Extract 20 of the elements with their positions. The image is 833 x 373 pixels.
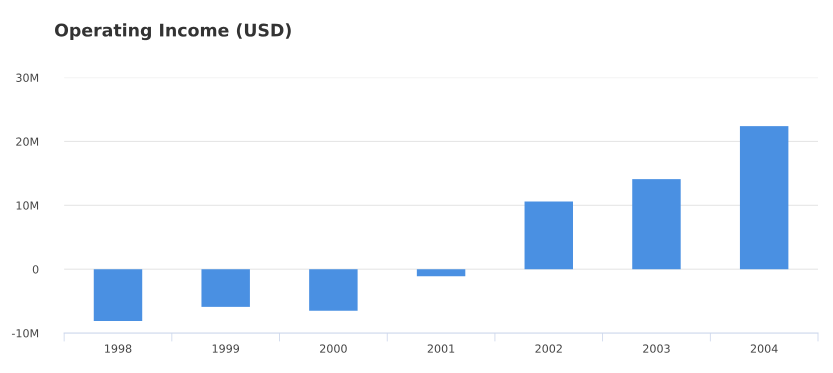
- bar: [309, 269, 358, 311]
- bar: [632, 179, 681, 270]
- y-tick-label: -10M: [12, 329, 38, 338]
- bar: [740, 126, 788, 270]
- x-tick-label: 2000: [320, 344, 347, 353]
- chart-title: Operating Income (USD): [55, 23, 291, 40]
- y-tick-label: 10M: [16, 201, 38, 210]
- x-tick-label: 1998: [105, 344, 132, 353]
- x-tick-label: 2003: [643, 344, 670, 353]
- y-tick-label: 30M: [16, 74, 38, 82]
- y-tick-label: 0: [32, 265, 38, 274]
- x-tick-label: 2002: [535, 344, 562, 353]
- bar: [201, 269, 250, 307]
- x-tick-label: 1999: [212, 344, 240, 353]
- y-tick-label: 20M: [16, 137, 38, 146]
- x-tick-label: 2001: [428, 344, 454, 353]
- bar: [524, 202, 573, 270]
- bar: [94, 269, 142, 321]
- bar: [416, 269, 466, 276]
- x-tick-label: 2004: [750, 344, 778, 353]
